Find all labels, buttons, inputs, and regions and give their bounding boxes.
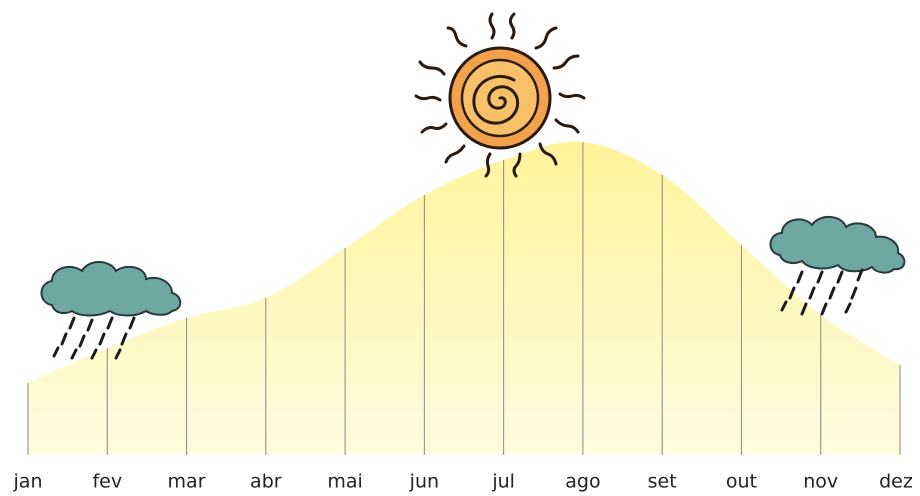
x-tick-label: mar [168,471,206,493]
x-tick-label: jun [409,471,439,493]
x-tick-label: jul [491,471,515,493]
x-tick-label: jan [13,471,43,493]
x-tick-label: dez [879,471,913,493]
x-tick-label: ago [565,471,600,493]
x-tick-label: nov [803,471,838,493]
x-tick-label: set [648,471,677,493]
x-tick-label: mai [327,471,362,493]
x-tick-label: abr [250,471,282,493]
page: {"chart_data": {"type": "area", "categor… [0,0,920,496]
x-tick-label: fev [92,471,122,493]
chart: jan fev mar abr mai jun jul ago set out nov dez [0,0,920,496]
x-tick-label: out [726,471,757,493]
